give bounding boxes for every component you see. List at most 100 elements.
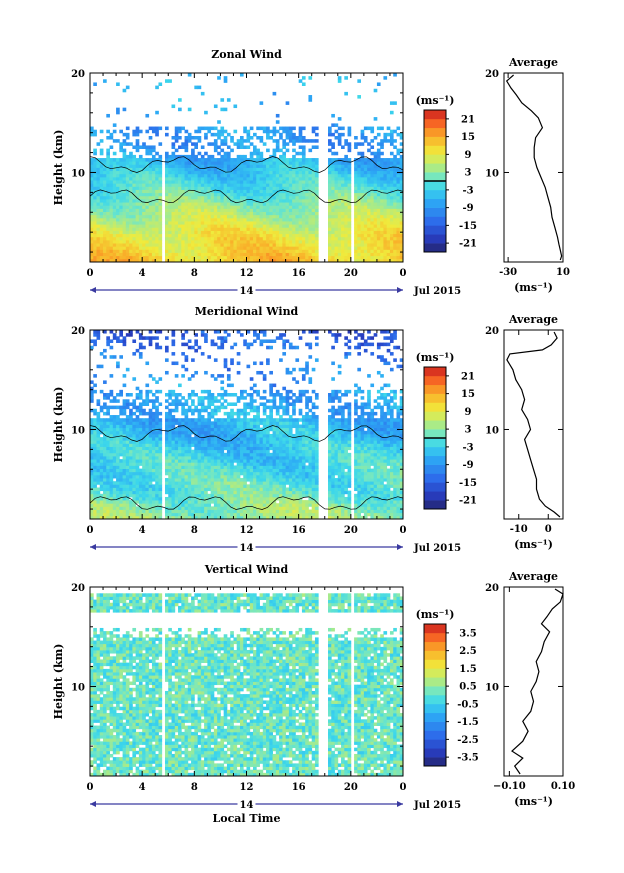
- heatmap-cell: [184, 452, 189, 457]
- heatmap-cell: [122, 411, 127, 416]
- heatmap-cell: [301, 214, 306, 219]
- heatmap-cell: [135, 452, 140, 457]
- heatmap-cell: [354, 176, 358, 181]
- heatmap-cell: [298, 205, 303, 209]
- heatmap-cell: [197, 205, 202, 209]
- heatmap-cell: [116, 167, 120, 172]
- heatmap-cell: [191, 164, 195, 168]
- heatmap-cell: [187, 136, 192, 140]
- heatmap-cell: [125, 452, 130, 457]
- heatmap-cell: [223, 154, 228, 159]
- heatmap-cell: [223, 236, 228, 241]
- heatmap-cell: [259, 233, 264, 238]
- heatmap-cell: [328, 139, 332, 143]
- heatmap-cell: [145, 452, 150, 457]
- heatmap-cell: [135, 418, 140, 422]
- heatmap-cell: [363, 246, 368, 250]
- heatmap-cell: [155, 493, 159, 498]
- heatmap-cell: [272, 211, 277, 216]
- heatmap-cell: [155, 421, 159, 425]
- heatmap-cell: [266, 208, 270, 212]
- heatmap-cell: [197, 484, 202, 488]
- heatmap-cell: [200, 202, 205, 206]
- heatmap-cell: [168, 471, 172, 476]
- heatmap-cell: [181, 452, 185, 457]
- heatmap-cell: [256, 170, 260, 175]
- heatmap-cell: [288, 202, 293, 206]
- heatmap-cell: [246, 214, 251, 219]
- heatmap-cell: [148, 336, 153, 340]
- heatmap-cell: [194, 440, 198, 444]
- average-frame: [503, 72, 564, 263]
- heatmap-cell: [311, 252, 316, 257]
- heatmap-cell: [145, 399, 150, 403]
- heatmap-cell: [376, 173, 381, 178]
- heatmap-cell: [155, 474, 159, 479]
- heatmap-cell: [135, 393, 140, 397]
- heatmap-cell: [191, 208, 195, 212]
- heatmap-cell: [337, 167, 342, 172]
- heatmap-cell: [272, 202, 277, 206]
- heatmap-cell: [386, 186, 391, 190]
- heatmap-cell: [259, 101, 264, 105]
- heatmap-cell: [164, 405, 169, 410]
- heatmap-cell: [292, 239, 296, 244]
- heatmap-cell: [399, 186, 404, 190]
- heatmap-cell: [90, 126, 94, 131]
- heatmap-cell: [213, 176, 218, 181]
- heatmap-cell: [135, 405, 140, 410]
- heatmap-cell: [347, 208, 352, 212]
- heatmap-cell: [178, 452, 182, 457]
- heatmap-cell: [135, 468, 140, 473]
- heatmap-cell: [132, 437, 137, 441]
- heatmap-cell: [125, 208, 130, 212]
- heatmap-cell: [279, 199, 283, 203]
- heatmap-cell: [253, 161, 257, 165]
- heatmap-cell: [331, 199, 335, 203]
- heatmap-cell: [259, 151, 264, 156]
- heatmap-cell: [90, 255, 94, 260]
- heatmap-cell: [122, 402, 127, 406]
- heatmap-cell: [344, 230, 348, 235]
- heatmap-cell: [164, 208, 169, 212]
- heatmap-cell: [354, 205, 358, 209]
- heatmap-cell: [246, 211, 251, 216]
- heatmap-cell: [239, 170, 244, 175]
- heatmap-cell: [380, 211, 384, 216]
- heatmap-cell: [151, 255, 156, 260]
- heatmap-cell: [171, 243, 176, 247]
- heatmap-cell: [155, 411, 159, 416]
- heatmap-cell: [298, 151, 303, 156]
- heatmap-cell: [226, 243, 231, 247]
- heatmap-cell: [90, 446, 94, 451]
- heatmap-cell: [230, 195, 234, 200]
- heatmap-cell: [181, 208, 185, 212]
- heatmap-cell: [360, 173, 365, 178]
- heatmap-cell: [213, 258, 218, 263]
- heatmap-cell: [168, 192, 172, 197]
- heatmap-cell: [282, 243, 287, 247]
- heatmap-cell: [399, 189, 404, 194]
- heatmap-cell: [207, 164, 212, 168]
- heatmap-cell: [112, 427, 117, 432]
- heatmap-cell: [171, 145, 176, 149]
- heatmap-cell: [112, 355, 117, 359]
- heatmap-cell: [158, 490, 163, 495]
- heatmap-cell: [174, 139, 179, 143]
- heatmap-cell: [275, 214, 280, 219]
- heatmap-cell: [151, 243, 156, 247]
- heatmap-cell: [164, 500, 169, 504]
- heatmap-cell: [90, 386, 94, 391]
- heatmap-cell: [129, 164, 133, 168]
- heatmap-cell: [184, 471, 189, 476]
- heatmap-cell: [93, 183, 97, 187]
- heatmap-cell: [109, 427, 114, 432]
- heatmap-cell: [109, 258, 114, 263]
- heatmap-cell: [184, 500, 189, 504]
- heatmap-cell: [125, 493, 130, 498]
- heatmap-cell: [253, 249, 257, 253]
- heatmap-cell: [213, 202, 218, 206]
- heatmap-cell: [191, 202, 195, 206]
- heatmap-cell: [393, 230, 397, 235]
- heatmap-cell: [158, 465, 163, 469]
